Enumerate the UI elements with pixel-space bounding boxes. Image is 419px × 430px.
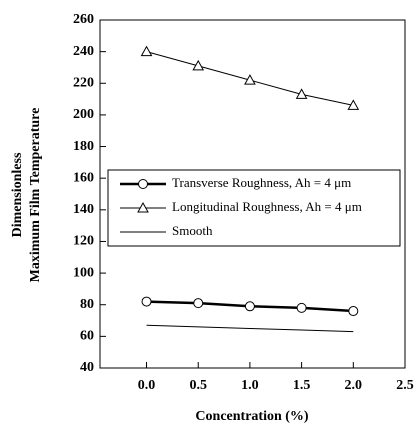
- y-axis-label: Maximum Film Temperature: [28, 108, 43, 283]
- marker: [348, 306, 359, 317]
- legend-marker: [137, 201, 149, 213]
- marker: [140, 45, 153, 57]
- y-tick-label: 160: [73, 170, 94, 185]
- y-tick-label: 60: [80, 329, 94, 344]
- legend-label: Transverse Roughness, Ah = 4 μm: [172, 175, 351, 190]
- series-line: [146, 324, 354, 333]
- marker: [347, 99, 360, 110]
- y-tick-label: 80: [80, 297, 94, 312]
- x-tick-label: 1.5: [293, 378, 311, 393]
- marker: [296, 302, 307, 313]
- legend-label: Smooth: [172, 223, 213, 238]
- y-tick-label: 220: [73, 75, 94, 90]
- y-tick-label: 180: [73, 139, 94, 154]
- x-tick-label: 0.0: [138, 378, 156, 393]
- marker: [244, 74, 256, 85]
- marker: [141, 296, 152, 307]
- y-axis-label: Dimensionless: [10, 152, 25, 237]
- x-tick-label: 0.5: [189, 378, 207, 393]
- x-axis-label: Concentration (%): [195, 409, 308, 424]
- y-tick-label: 40: [80, 360, 94, 375]
- y-tick-label: 140: [73, 202, 94, 217]
- y-tick-label: 120: [73, 234, 94, 249]
- marker: [192, 59, 205, 71]
- y-tick-label: 100: [73, 265, 94, 280]
- x-tick-label: 1.0: [241, 378, 259, 393]
- marker: [193, 298, 204, 309]
- legend-marker: [138, 179, 148, 189]
- y-tick-label: 260: [73, 12, 94, 27]
- marker: [295, 88, 308, 99]
- x-tick-label: 2.0: [345, 378, 363, 393]
- x-tick-label: 2.5: [396, 378, 414, 393]
- y-tick-label: 240: [73, 44, 94, 59]
- marker: [244, 301, 255, 312]
- legend-label: Longitudinal Roughness, Ah = 4 μm: [172, 199, 362, 214]
- y-tick-label: 200: [73, 107, 94, 122]
- plot-frame: [99, 19, 406, 369]
